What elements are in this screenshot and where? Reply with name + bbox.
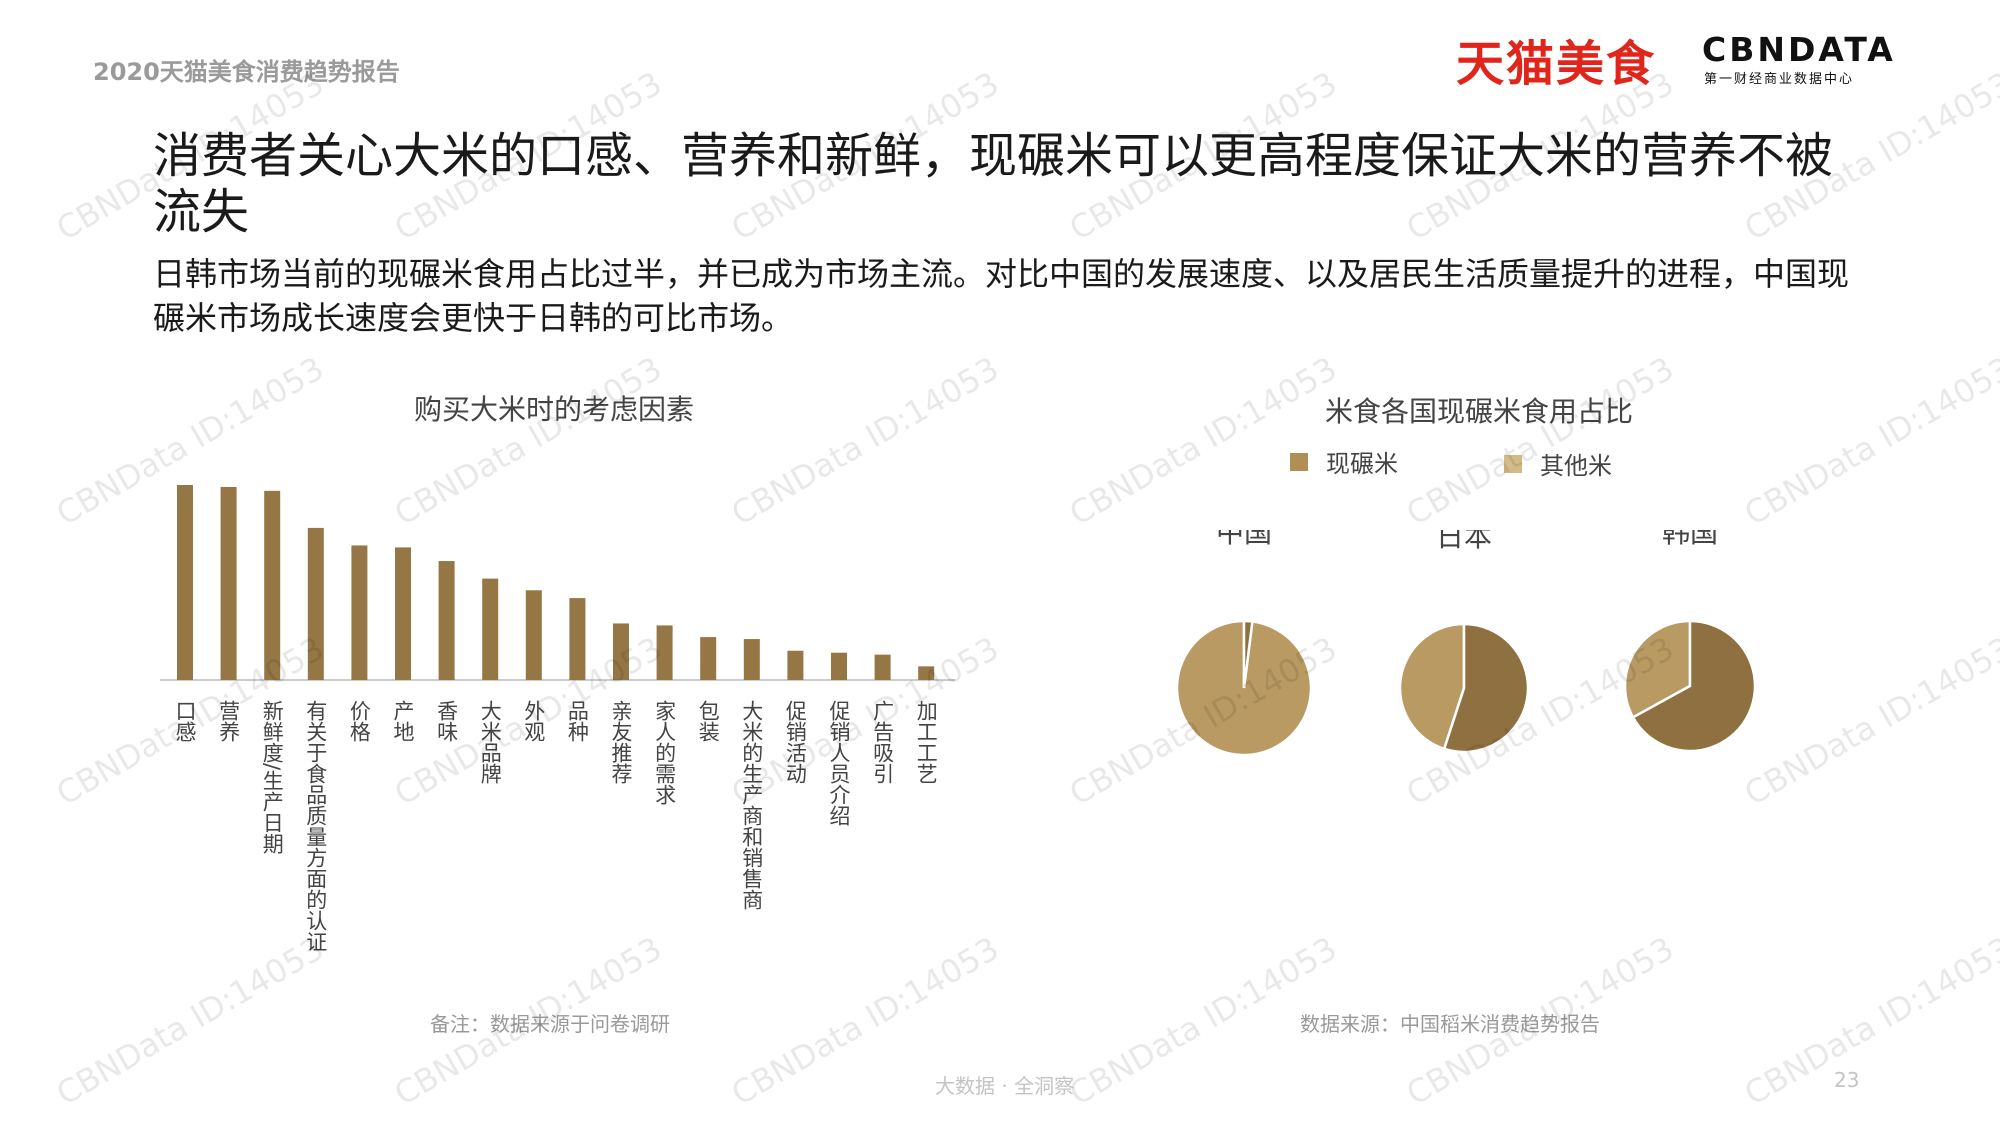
cbndata-logo: CBNDATA (1702, 30, 1896, 69)
watermark-text: CBNData ID:14053 (1738, 349, 2000, 533)
bar-category-label: 大米的生产商和销售商 (740, 700, 764, 910)
pie-slice-other-3 (1623, 619, 1692, 720)
cbndata-logo-subtitle: 第一财经商业数据中心 (1704, 72, 1855, 87)
bar-category-label: 家人的需求 (653, 700, 677, 805)
page-subheadline: 日韩市场当前的现碾米食用占比过半，并已成为市场主流。对比中国的发展速度、以及居民… (153, 255, 1850, 337)
bar-7 (438, 561, 455, 680)
pie-chart-note: 数据来源：中国稻米消费趋势报告 (1300, 1012, 1600, 1036)
watermark-text: CBNData ID:14053 (1063, 349, 1344, 533)
bar-category-label: 包装 (696, 700, 720, 742)
pie-label-3: 韩国 (1662, 530, 1718, 549)
pie-charts: 中国 日本 韩国 (1175, 530, 1757, 757)
bar-13 (700, 637, 717, 680)
bar-category-label: 品种 (565, 700, 589, 742)
bar-10 (569, 598, 586, 680)
bar-16 (831, 652, 847, 680)
report-title: 2020天猫美食消费趋势报告 (93, 58, 400, 86)
pie-label-2: 日本 (1436, 530, 1492, 553)
bar-chart-note: 备注：数据来源于问卷调研 (430, 1012, 670, 1036)
bar-chart-title: 购买大米时的考虑因素 (414, 393, 695, 426)
pie-slice-fresh-2 (1442, 622, 1530, 754)
legend-item-other-rice: 其他米 (1504, 446, 1612, 481)
page-headline: 消费者关心大米的口感、营养和新鲜，现碾米可以更高程度保证大米的营养不被流失 (153, 128, 1834, 240)
bar-17 (874, 654, 891, 680)
tmall-food-logo: 天猫美食 (1456, 36, 1657, 92)
bar-1 (177, 485, 193, 680)
bar-category-label: 广告吸引 (871, 700, 895, 784)
bar-8 (482, 578, 499, 680)
bar-category-label: 价格 (347, 700, 371, 742)
bar-chart: 口感 营养 新鲜度/生产日期 有关于食品质量方面的认证 价格 产地 香味 大米品牌 外观 品种 亲友… (160, 485, 955, 952)
bar-3 (264, 490, 281, 680)
pie-slice-fresh-3 (1631, 619, 1757, 753)
bar-category-label: 产地 (391, 700, 415, 742)
pie-label-1: 中国 (1216, 530, 1272, 549)
bar-4 (307, 527, 324, 680)
legend-label-other: 其他米 (1540, 452, 1612, 480)
bar-5 (351, 545, 368, 680)
bar-category-label: 外观 (522, 700, 546, 742)
bar-2 (220, 486, 237, 680)
bar-11 (613, 623, 629, 680)
bar-category-label: 口感 (173, 700, 197, 742)
pie-slice-fresh-1 (1242, 619, 1254, 689)
bar-9 (525, 590, 542, 680)
pie-slice-other-2 (1398, 622, 1466, 751)
page-number: 23 (1834, 1068, 1860, 1092)
legend-swatch-fresh (1290, 452, 1308, 471)
bar-category-label: 香味 (435, 700, 459, 742)
bar-12 (656, 625, 673, 680)
bar-category-label: 有关于食品质量方面的认证 (304, 700, 328, 952)
bar-category-label: 新鲜度/生产日期 (260, 700, 284, 855)
legend-item-fresh-rice: 现碾米 (1290, 444, 1398, 479)
bar-category-label: 加工工艺 (914, 700, 938, 784)
legend-label-fresh: 现碾米 (1326, 450, 1398, 478)
bar-15 (787, 650, 804, 680)
bar-category-label: 促销人员介绍 (827, 700, 851, 826)
bar-6 (395, 547, 411, 680)
pie-chart-title: 米食各国现碾米食用占比 (1325, 395, 1634, 428)
watermark-text: CBNData ID:14053 (1400, 349, 1681, 533)
bar-category-label: 营养 (217, 700, 241, 742)
bar-category-label: 促销活动 (783, 700, 807, 784)
bar-14 (743, 639, 760, 680)
bar-category-label: 亲友推荐 (609, 700, 633, 784)
watermark-text: CBNData ID:14053 (1738, 929, 2000, 1113)
legend-swatch-other (1504, 454, 1522, 473)
bar-18 (918, 666, 935, 680)
footer-slogan: 大数据 · 全洞察 (935, 1074, 1075, 1098)
bar-category-label: 大米品牌 (478, 700, 502, 784)
